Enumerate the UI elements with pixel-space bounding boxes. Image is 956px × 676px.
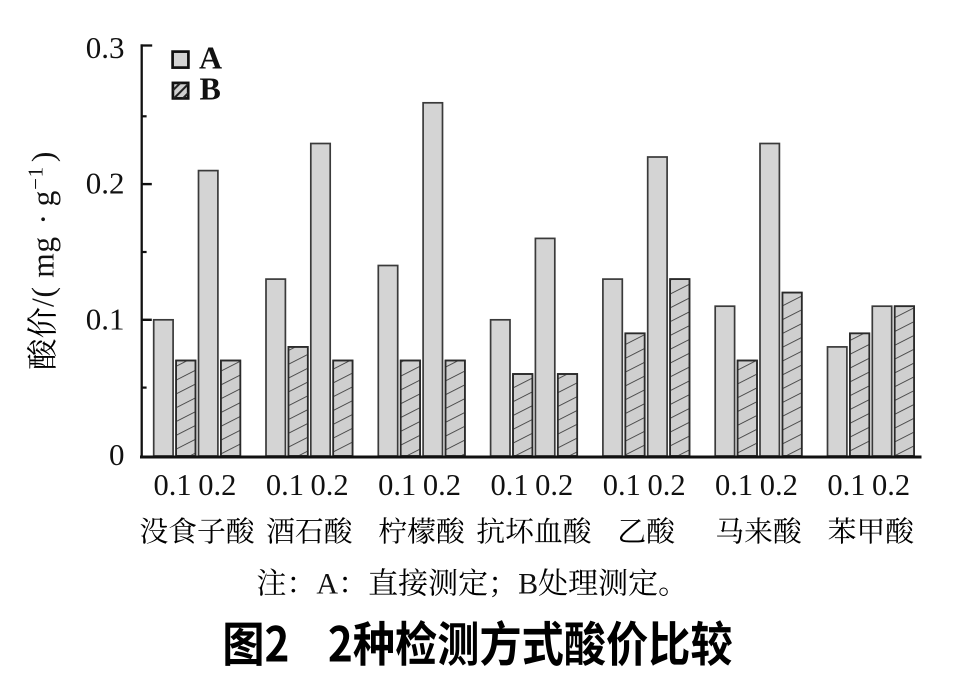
- svg-text:0.1: 0.1: [490, 468, 528, 502]
- svg-text:A: A: [199, 40, 222, 76]
- svg-text:0.3: 0.3: [86, 30, 125, 65]
- svg-text:0.1: 0.1: [154, 468, 192, 502]
- svg-text:0.2: 0.2: [535, 468, 573, 502]
- svg-text:0.2: 0.2: [86, 166, 125, 201]
- svg-text:0.2: 0.2: [760, 468, 798, 502]
- svg-text:0.2: 0.2: [198, 468, 236, 502]
- svg-text:B: B: [200, 71, 221, 107]
- svg-text:0: 0: [109, 437, 125, 472]
- svg-text:0.2: 0.2: [311, 468, 349, 502]
- svg-text:0.1: 0.1: [715, 468, 753, 502]
- svg-text:0.1: 0.1: [86, 301, 125, 336]
- svg-text:0.1: 0.1: [266, 468, 304, 502]
- svg-text:0.2: 0.2: [423, 468, 461, 502]
- svg-text:/( mg ·g−1): /( mg ·g−1): [24, 151, 61, 307]
- svg-text:0.1: 0.1: [827, 468, 865, 502]
- svg-text:A: A: [316, 568, 338, 601]
- svg-text:0.1: 0.1: [603, 468, 641, 502]
- svg-text:0.2: 0.2: [872, 468, 910, 502]
- svg-text:0.2: 0.2: [647, 468, 685, 502]
- svg-text:B: B: [518, 568, 538, 601]
- svg-text:0.1: 0.1: [378, 468, 416, 502]
